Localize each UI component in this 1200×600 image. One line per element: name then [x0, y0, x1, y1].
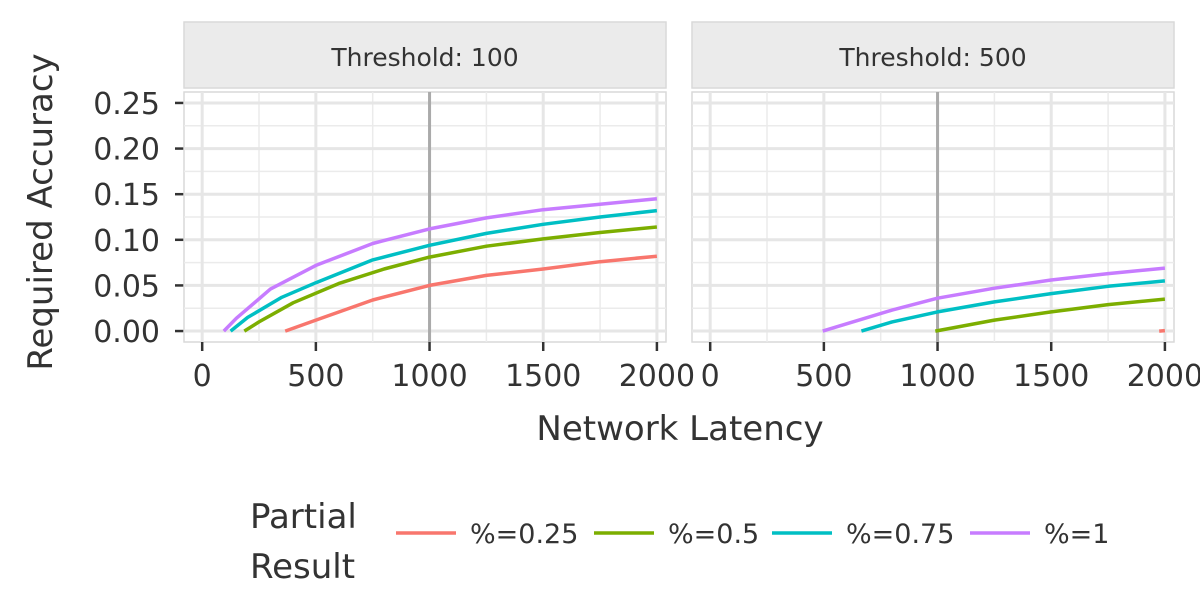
x-tick-label: 500	[287, 359, 344, 394]
legend-label: %=0.25	[470, 519, 578, 550]
legend-label: %=1	[1044, 519, 1109, 550]
facet-panel-1: Threshold: 100 0 500 1000 1500 2000	[183, 21, 695, 394]
series-line-pct-0-75	[860, 279, 1166, 333]
facet-strip-label: Threshold: 500	[838, 43, 1026, 72]
x-axis-title: Network Latency	[536, 409, 823, 449]
y-axis-title: Required Accuracy	[21, 53, 61, 370]
y-tick-label: 0.20	[93, 133, 160, 168]
x-tick-label: 2000	[1127, 359, 1200, 394]
legend: Partial Result %=0.25 %=0.5 %=0.75 %=1	[250, 497, 1109, 587]
facet-strip	[183, 21, 667, 89]
x-tick-label: 1000	[899, 359, 975, 394]
x-tick-label: 0	[701, 359, 720, 394]
y-axis: 0.00 0.05 0.10 0.15 0.20 0.25	[93, 87, 184, 350]
x-axis: 0 500 1000 1500 2000	[193, 342, 695, 394]
legend-title-line-2: Result	[250, 547, 355, 587]
x-axis: 0 500 1000 1500 2000	[701, 342, 1200, 394]
x-tick-label: 1500	[505, 359, 581, 394]
facet-panel-2: Threshold: 500 0 500 1000 1500 2000	[691, 21, 1200, 394]
series-line-pct-1	[822, 266, 1166, 333]
x-tick-label: 0	[193, 359, 212, 394]
y-tick-label: 0.15	[93, 178, 160, 213]
series-line-pct-0-75	[229, 208, 658, 333]
facet-strip-label: Threshold: 100	[330, 43, 518, 72]
series-line-pct-0-5	[243, 225, 658, 333]
series-line-pct-0-25	[284, 254, 658, 333]
legend-title-line-1: Partial	[250, 497, 357, 537]
facet-strip	[691, 21, 1175, 89]
y-tick-label: 0.10	[93, 224, 160, 259]
legend-label: %=0.5	[668, 519, 759, 550]
series-line-pct-1	[222, 197, 658, 333]
legend-label: %=0.75	[846, 519, 954, 550]
x-tick-label: 2000	[619, 359, 695, 394]
x-tick-label: 1500	[1013, 359, 1089, 394]
series-line-pct-0-5	[934, 297, 1166, 333]
x-tick-label: 1000	[391, 359, 467, 394]
series-line-pct-0-25	[1159, 328, 1166, 333]
y-tick-label: 0.05	[93, 269, 160, 304]
x-tick-label: 500	[795, 359, 852, 394]
y-tick-label: 0.25	[93, 87, 160, 122]
y-tick-label: 0.00	[93, 315, 160, 350]
